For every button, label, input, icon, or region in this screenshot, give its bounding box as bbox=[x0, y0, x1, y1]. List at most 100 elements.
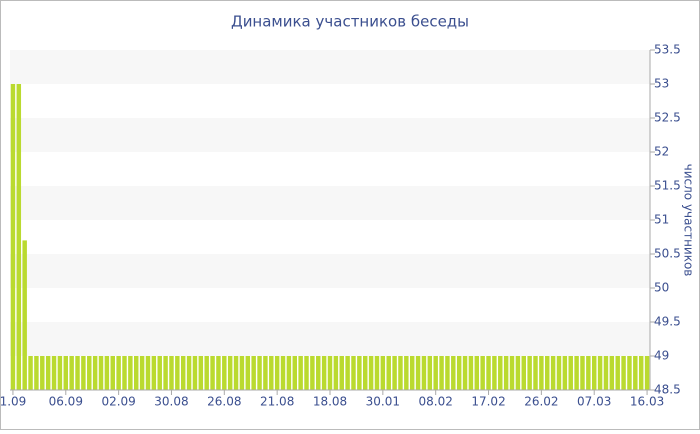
y-tick-label: 49.5 bbox=[654, 315, 681, 329]
bar bbox=[539, 356, 544, 390]
bar bbox=[286, 356, 292, 390]
bar bbox=[498, 356, 503, 390]
bar bbox=[304, 356, 309, 390]
bar bbox=[562, 356, 568, 390]
bar bbox=[327, 356, 333, 390]
bar bbox=[298, 356, 303, 390]
bar bbox=[40, 356, 45, 390]
bar bbox=[586, 356, 591, 390]
x-tick-label: 02.09 bbox=[101, 395, 135, 409]
bar bbox=[16, 84, 22, 390]
bar bbox=[427, 356, 433, 390]
bar bbox=[386, 356, 391, 390]
x-tick-label: 17.02 bbox=[471, 395, 505, 409]
bar bbox=[169, 356, 174, 390]
bar bbox=[521, 356, 526, 390]
bar bbox=[10, 84, 16, 390]
bar bbox=[222, 356, 227, 390]
bar bbox=[456, 356, 462, 390]
bar bbox=[351, 356, 356, 390]
bar bbox=[380, 356, 386, 390]
bar bbox=[227, 356, 233, 390]
bar bbox=[468, 356, 474, 390]
bar bbox=[175, 356, 180, 390]
bar bbox=[409, 356, 415, 390]
bar bbox=[638, 356, 644, 390]
bar bbox=[580, 356, 585, 390]
bar bbox=[515, 356, 521, 390]
bar bbox=[263, 356, 268, 390]
bar bbox=[603, 356, 609, 390]
bar bbox=[245, 356, 251, 390]
x-tick-label: 30.01 bbox=[366, 395, 400, 409]
bar bbox=[398, 356, 403, 390]
bar bbox=[503, 356, 509, 390]
bar bbox=[92, 356, 98, 390]
bar bbox=[609, 356, 615, 390]
grid-band bbox=[10, 322, 650, 356]
bar bbox=[627, 356, 632, 390]
x-tick-label: 1.09 bbox=[0, 395, 26, 409]
bar bbox=[545, 356, 550, 390]
bar bbox=[404, 356, 409, 390]
bar bbox=[392, 356, 397, 390]
bar bbox=[433, 356, 438, 390]
bar bbox=[357, 356, 362, 390]
bar bbox=[550, 356, 556, 390]
y-tick-label: 52 bbox=[654, 145, 669, 159]
bar bbox=[57, 356, 63, 390]
bar bbox=[310, 356, 315, 390]
grid-band bbox=[10, 118, 650, 152]
y-tick-label: 52.5 bbox=[654, 111, 681, 125]
bar bbox=[345, 356, 350, 390]
bar bbox=[362, 356, 368, 390]
bar bbox=[415, 356, 421, 390]
bar bbox=[421, 356, 427, 390]
bar bbox=[333, 356, 339, 390]
bar bbox=[339, 356, 344, 390]
bar bbox=[633, 356, 638, 390]
bar bbox=[527, 356, 532, 390]
x-tick-label: 06.09 bbox=[49, 395, 83, 409]
bar bbox=[574, 356, 579, 390]
bar bbox=[81, 356, 86, 390]
y-tick-label: 53.5 bbox=[654, 43, 681, 57]
y-tick-label: 51 bbox=[654, 213, 669, 227]
bar bbox=[597, 356, 603, 390]
bar bbox=[34, 356, 39, 390]
bar bbox=[157, 356, 162, 390]
bar bbox=[533, 356, 538, 390]
bar bbox=[509, 356, 515, 390]
bar bbox=[462, 356, 468, 390]
bar bbox=[280, 356, 286, 390]
bar bbox=[368, 356, 374, 390]
bar bbox=[321, 356, 327, 390]
chart-title: Динамика участников беседы bbox=[231, 13, 469, 31]
bar bbox=[151, 356, 157, 390]
bar bbox=[257, 356, 262, 390]
y-tick-label: 48.5 bbox=[654, 383, 681, 397]
x-tick-label: 21.08 bbox=[260, 395, 294, 409]
bar bbox=[192, 356, 198, 390]
bar bbox=[104, 356, 110, 390]
bar bbox=[480, 356, 485, 390]
bar bbox=[239, 356, 245, 390]
bar bbox=[486, 356, 491, 390]
bar bbox=[51, 356, 57, 390]
bar bbox=[87, 356, 92, 390]
x-tick-label: 26.08 bbox=[207, 395, 241, 409]
bar bbox=[439, 356, 444, 390]
bar bbox=[568, 356, 573, 390]
grid-band bbox=[10, 254, 650, 288]
bar bbox=[134, 356, 139, 390]
bar bbox=[186, 356, 192, 390]
x-tick-label: 08.02 bbox=[419, 395, 453, 409]
bar bbox=[474, 356, 480, 390]
bar bbox=[445, 356, 450, 390]
x-tick-label: 16.03 bbox=[630, 395, 664, 409]
bar bbox=[615, 356, 620, 390]
bar bbox=[216, 356, 221, 390]
bar bbox=[180, 356, 186, 390]
bar bbox=[75, 356, 80, 390]
